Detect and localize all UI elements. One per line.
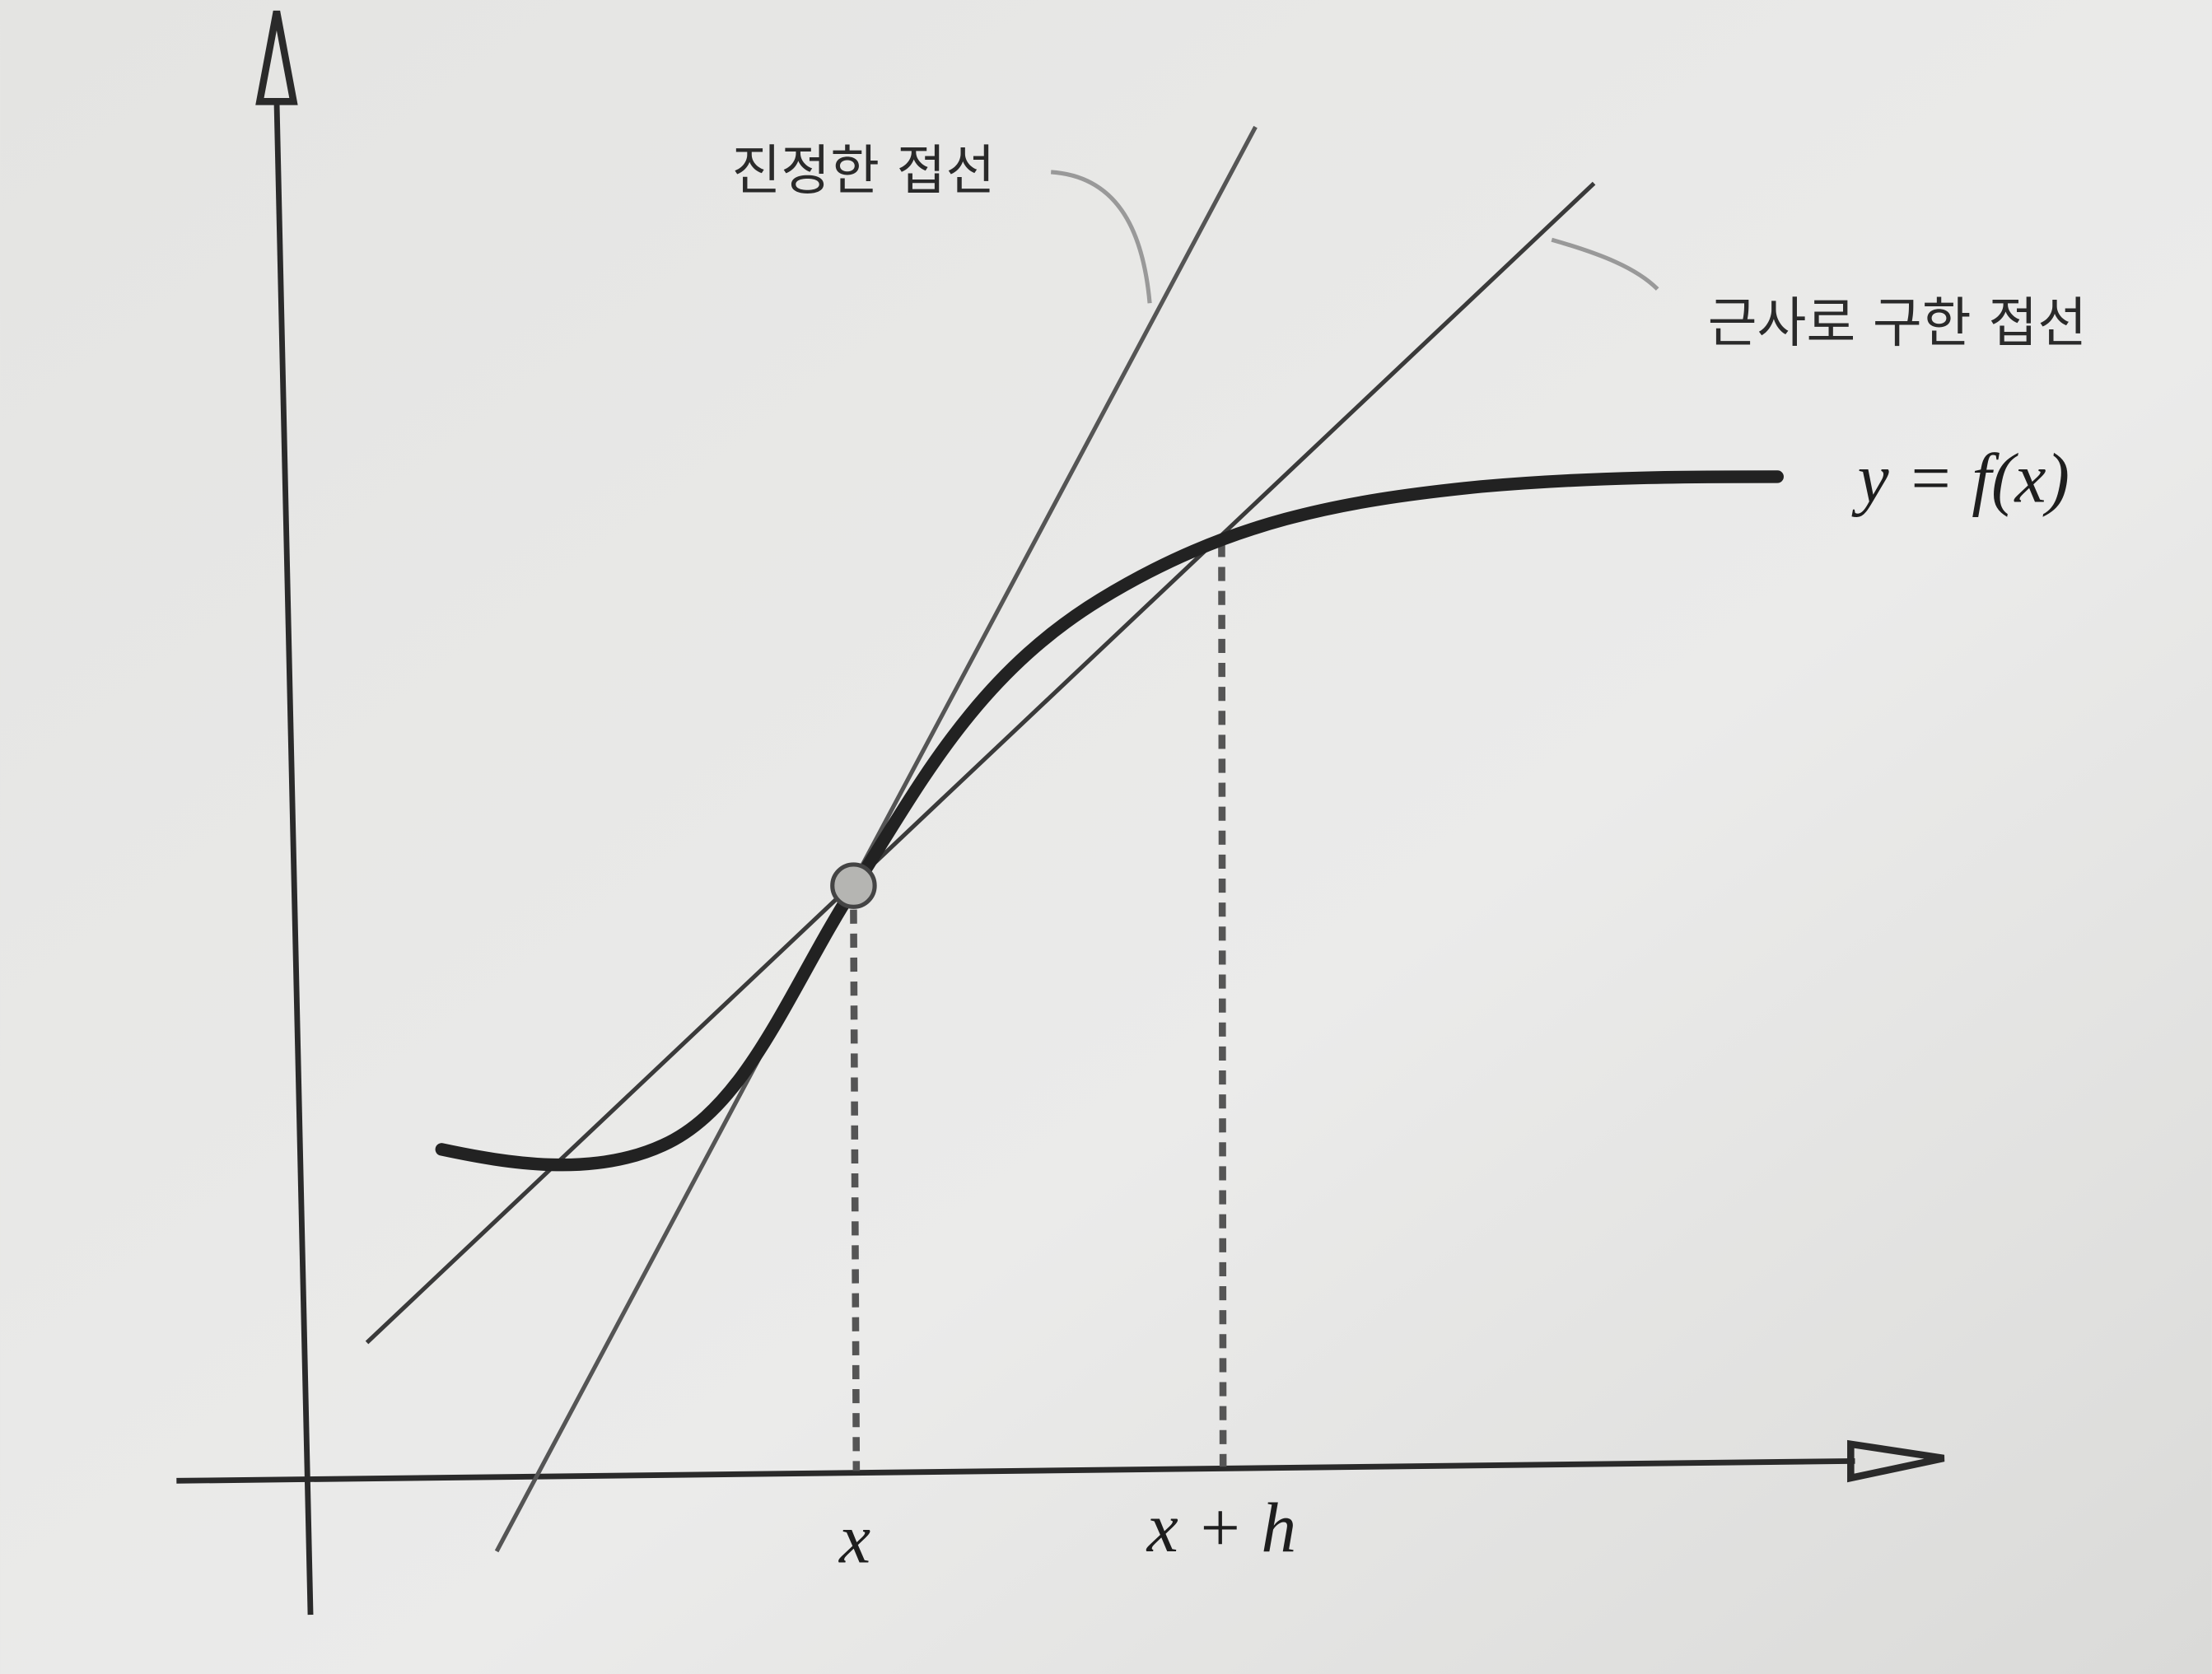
tangent-point	[830, 862, 877, 909]
x-label: x	[838, 1500, 870, 1578]
y-axis-arrow	[255, 10, 298, 105]
xh-guide	[1218, 543, 1227, 1467]
true-tangent-label: 진정한 접선	[731, 141, 995, 203]
xh-label: x + h	[1146, 1489, 1296, 1567]
approx-tangent-label: 근사로 구한 접선	[1708, 292, 2087, 354]
leader-true	[1051, 170, 1152, 304]
true-tangent	[494, 125, 1258, 1553]
x-guide	[850, 909, 861, 1471]
x-axis	[176, 1457, 1855, 1484]
leader-approx	[1551, 237, 1659, 291]
curve-label: y = f(x)	[1851, 440, 2070, 518]
y-axis	[273, 98, 314, 1616]
x-axis-arrow	[1847, 1439, 1945, 1483]
curve	[435, 470, 1784, 1172]
approx-tangent	[365, 181, 1596, 1345]
